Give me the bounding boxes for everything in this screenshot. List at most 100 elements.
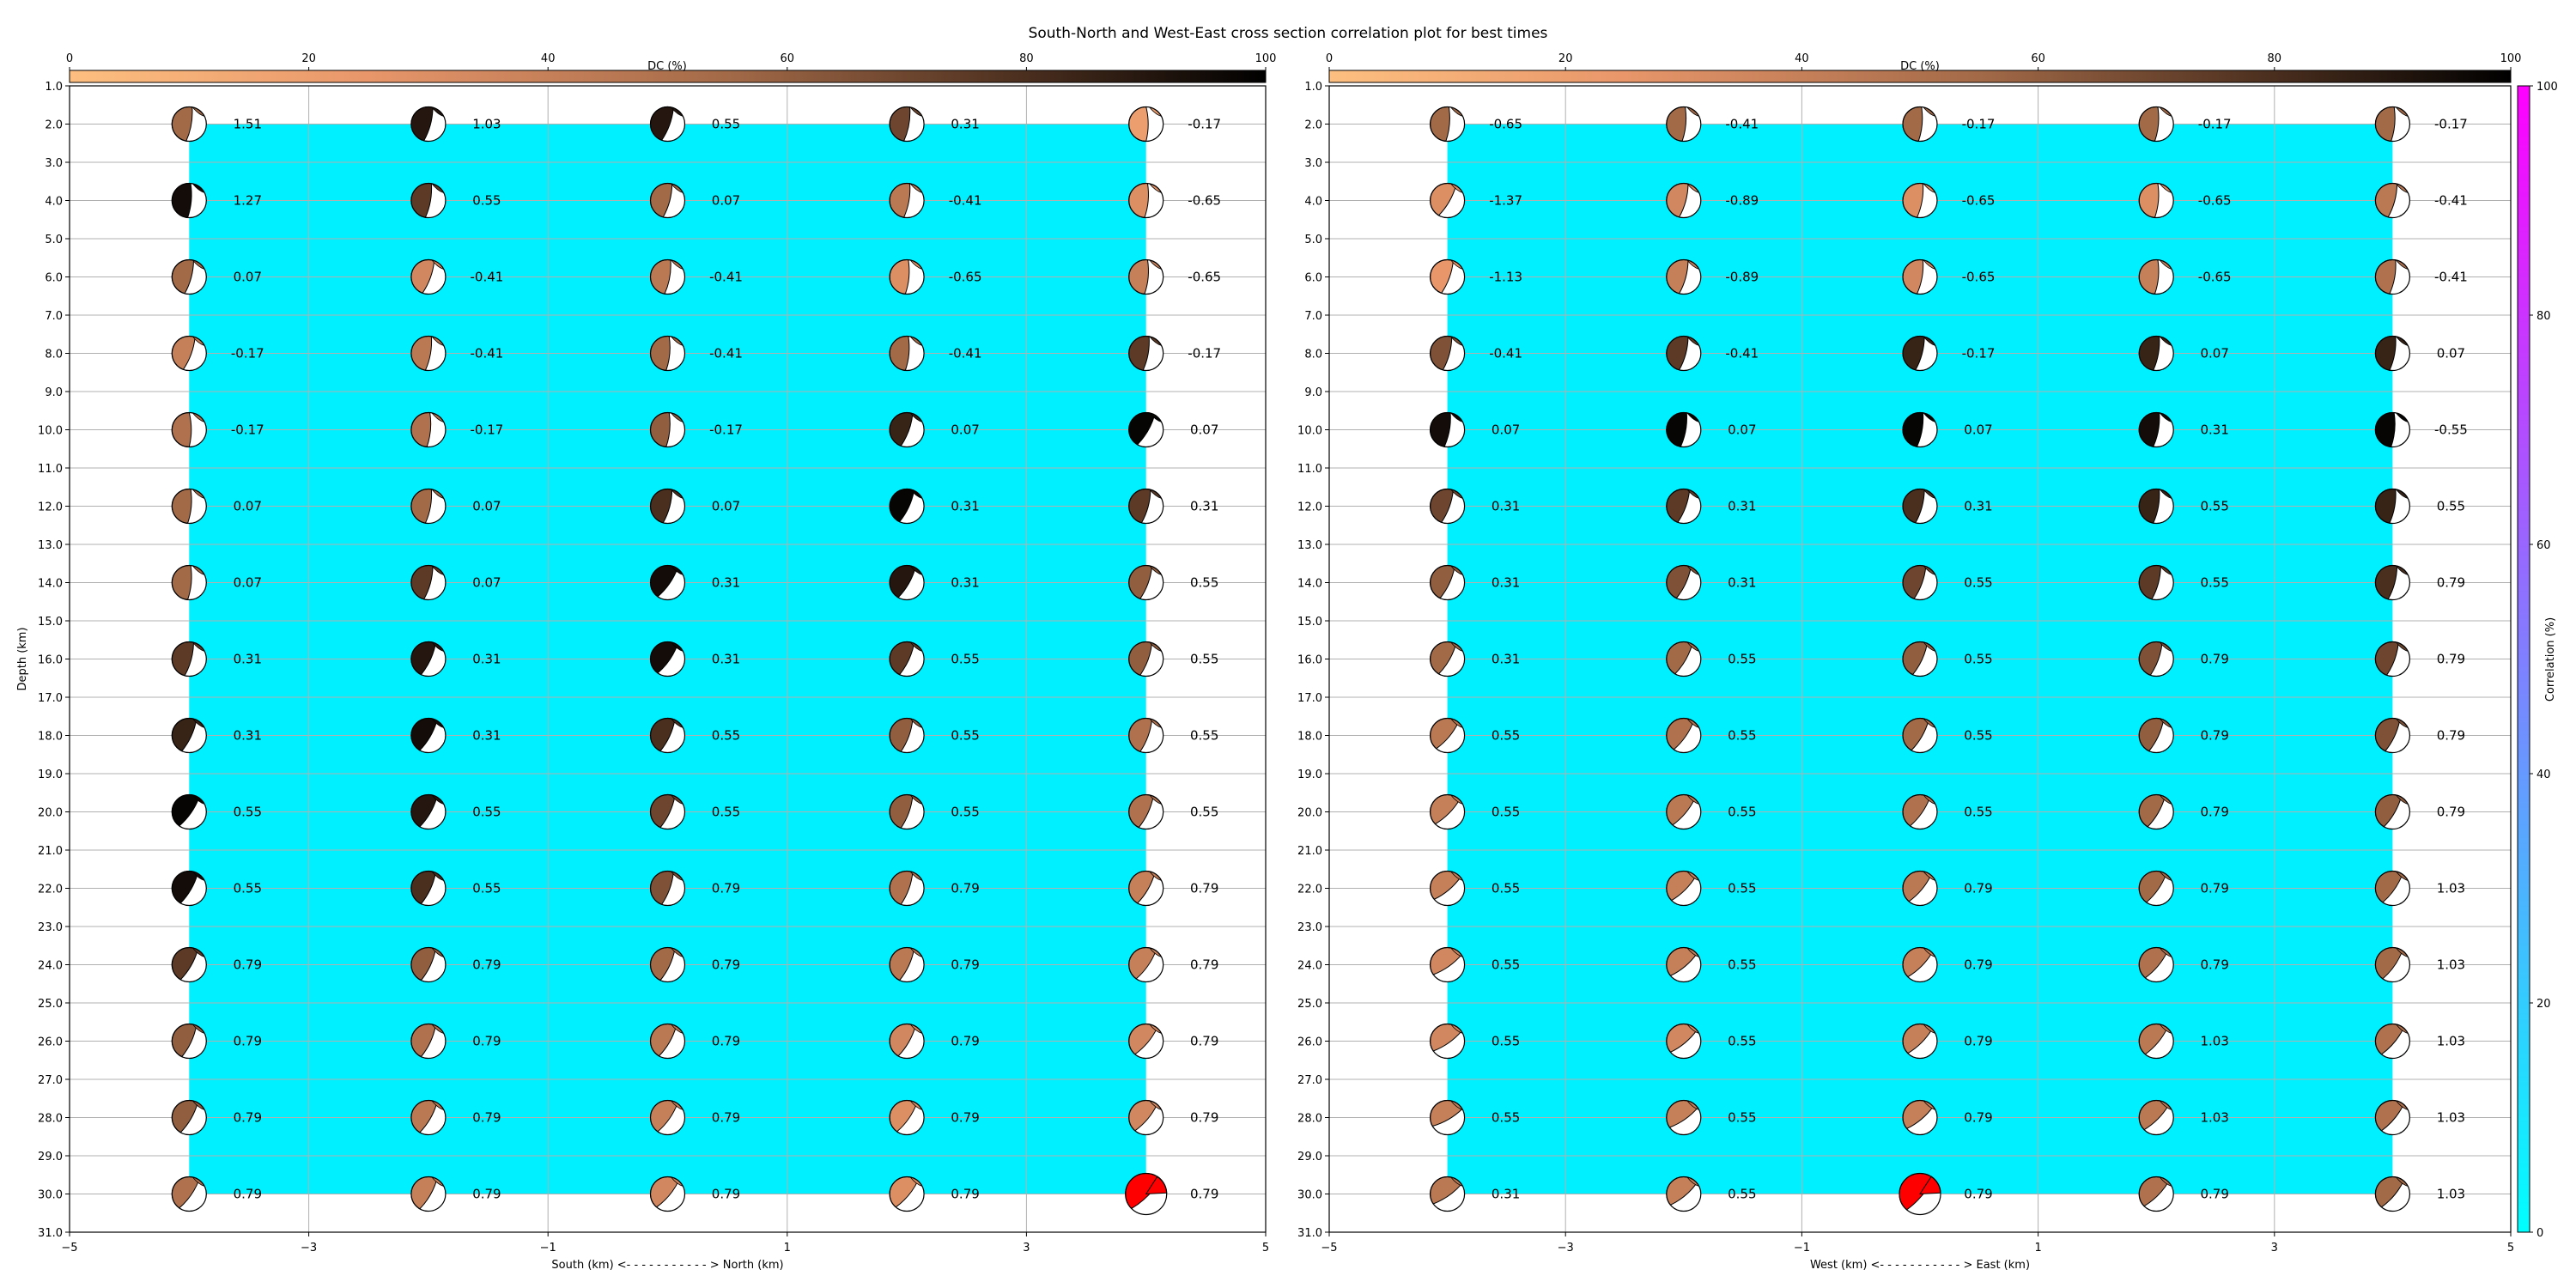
data-label: 0.55 — [1190, 728, 1218, 744]
beachball-outline — [410, 1023, 447, 1060]
data-label: 0.07 — [1190, 422, 1218, 438]
data-label: 0.55 — [1728, 728, 1756, 744]
beachball-outline — [1128, 870, 1164, 907]
beachball-outline — [1128, 182, 1164, 219]
data-label: 0.79 — [1190, 881, 1218, 896]
y-tick-label: 28.0 — [38, 1113, 63, 1126]
data-label: 0.55 — [1492, 805, 1520, 820]
data-label: 0.79 — [234, 1110, 262, 1126]
data-label: 0.07 — [2437, 346, 2465, 361]
y-tick-label: 31.0 — [1297, 1227, 1322, 1240]
correlation-colorbar-ticks: 0 20 40 60 80 100 — [2530, 81, 2558, 1240]
beachball — [1666, 488, 1702, 525]
beachball-outline — [171, 1023, 207, 1060]
data-label: 0.07 — [712, 499, 740, 514]
data-label: 0.79 — [951, 1187, 979, 1202]
beachball — [2138, 946, 2174, 983]
data-label: 0.79 — [234, 957, 262, 973]
beachball — [1666, 793, 1702, 830]
beachball — [1902, 488, 1938, 525]
beachball-outline — [889, 946, 925, 983]
beachball — [171, 946, 207, 983]
data-label: -0.89 — [1725, 193, 1759, 209]
data-label: 0.79 — [1190, 1187, 1218, 1202]
beachball — [1429, 488, 1466, 525]
beachball-outline — [649, 1176, 686, 1212]
beachball-outline — [649, 258, 686, 295]
data-label: 0.55 — [1728, 957, 1756, 973]
beachball — [649, 182, 686, 219]
data-label: 0.79 — [1964, 1110, 1992, 1126]
y-tick-label: 5.0 — [45, 234, 63, 246]
x-tick-label: 1 — [784, 1242, 791, 1255]
y-tick-label: 16.0 — [1297, 654, 1322, 667]
beachball-outline — [2138, 182, 2174, 219]
y-tick-label: 24.0 — [38, 960, 63, 973]
data-label: -0.65 — [1962, 193, 1996, 209]
data-label: -0.65 — [1962, 270, 1996, 285]
beachball — [171, 182, 207, 219]
data-label: -0.55 — [2434, 422, 2468, 438]
beachball-outline — [1128, 488, 1164, 525]
x-tick-label: −5 — [1321, 1242, 1337, 1255]
data-label: 0.31 — [1190, 499, 1218, 514]
beachball-outline — [171, 1099, 207, 1136]
y-tick-label: 18.0 — [1297, 731, 1322, 744]
beachball — [171, 488, 207, 525]
data-label: 0.55 — [712, 805, 740, 820]
beachball — [410, 641, 447, 677]
dc-tick-label: 100 — [1255, 52, 1277, 65]
beachball-outline — [1902, 641, 1938, 677]
beachball — [1429, 1023, 1466, 1060]
beachball — [1429, 1176, 1466, 1212]
beachball-outline — [2374, 258, 2410, 295]
beachball — [1666, 564, 1702, 601]
x-tick-label: −3 — [1558, 1242, 1574, 1255]
beachball — [1666, 1099, 1702, 1136]
data-label: 0.55 — [472, 193, 501, 209]
beachball-outline — [1128, 335, 1164, 372]
beachball-outline — [1429, 793, 1466, 830]
data-label: 0.79 — [2200, 652, 2228, 667]
data-label: 0.31 — [1964, 499, 1992, 514]
dc-tick-label: 20 — [1558, 52, 1573, 65]
dc-colorbar-left: DC (%) 0 20 40 60 80 100 — [66, 52, 1277, 83]
beachball — [2138, 870, 2174, 907]
data-label: -0.41 — [2434, 270, 2468, 285]
beachball-outline — [1666, 793, 1702, 830]
beachball-outline — [1128, 793, 1164, 830]
y-tick-label: 1.0 — [45, 81, 63, 94]
y-tick-label: 30.0 — [1297, 1189, 1322, 1202]
beachball — [171, 1099, 207, 1136]
beachball-outline — [889, 641, 925, 677]
x-tick-label: 3 — [2271, 1242, 2278, 1255]
beachball — [1666, 641, 1702, 677]
data-label: -0.89 — [1725, 270, 1759, 285]
beachball — [410, 258, 447, 295]
data-label: 0.31 — [951, 117, 979, 132]
beachball-outline — [410, 1176, 447, 1212]
beachball — [1666, 106, 1702, 143]
y-tick-label: 27.0 — [1297, 1074, 1322, 1087]
y-tick-label: 14.0 — [1297, 578, 1322, 591]
y-tick-label: 12.0 — [1297, 501, 1322, 514]
beachball — [2374, 564, 2410, 601]
y-tick-label: 7.0 — [45, 310, 63, 323]
beachball — [1666, 1176, 1702, 1212]
data-label: 0.79 — [2200, 728, 2228, 744]
beachball-outline — [2374, 946, 2410, 983]
correlation-tick-label: 40 — [2537, 769, 2551, 781]
beachball-outline — [2138, 564, 2174, 601]
beachball — [2138, 793, 2174, 830]
data-label: 0.55 — [2200, 575, 2228, 591]
y-tick-label: 27.0 — [38, 1074, 63, 1087]
beachball — [1902, 870, 1938, 907]
beachball-outline — [889, 258, 925, 295]
beachball — [410, 411, 447, 448]
y-tick-label: 7.0 — [1304, 310, 1322, 323]
dc-tick-label: 80 — [1019, 52, 1034, 65]
data-label: -0.17 — [231, 422, 264, 438]
beachball-outline — [1429, 411, 1466, 448]
beachball — [2374, 946, 2410, 983]
beachball — [410, 564, 447, 601]
